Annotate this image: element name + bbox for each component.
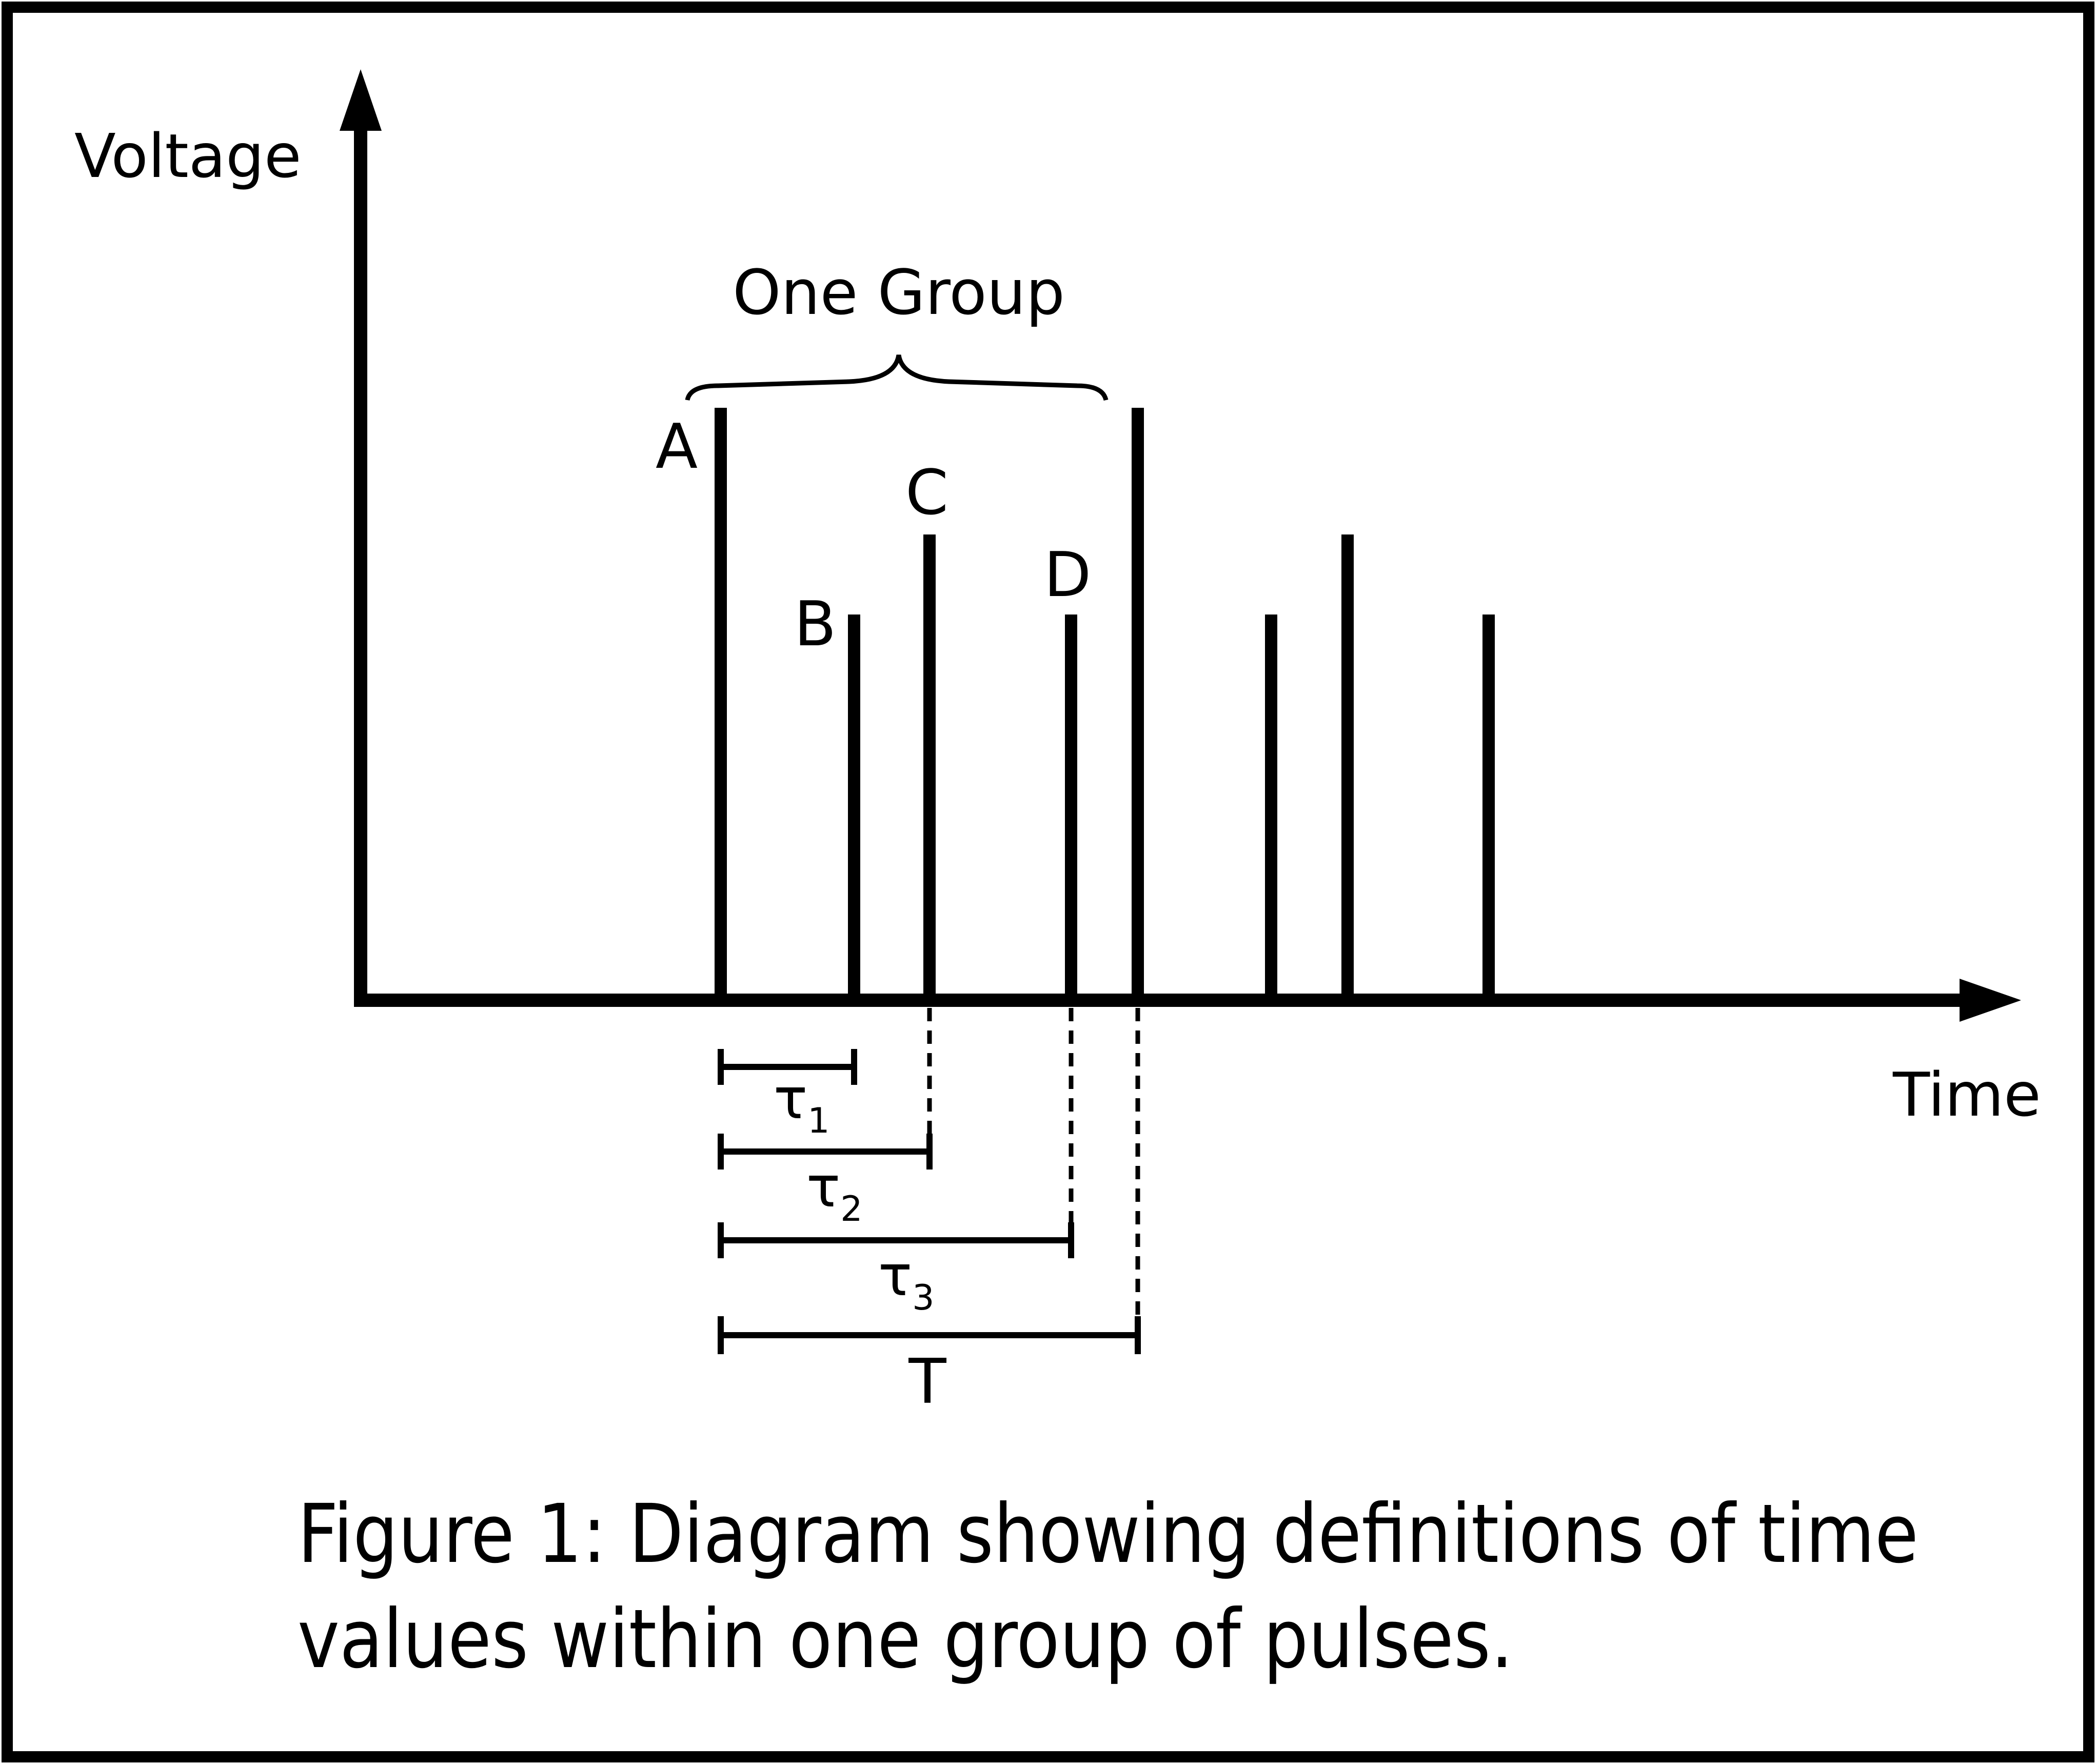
tau2-label: τ2	[806, 1154, 863, 1230]
y-axis-arrowhead	[340, 69, 382, 131]
tau1-label: τ1	[774, 1066, 830, 1141]
interval-period	[718, 1316, 1141, 1354]
period-label: T	[908, 1346, 946, 1418]
x-axis-arrowhead	[1960, 979, 2021, 1022]
caption-line-1: Figure 1: Diagram showing definitions of…	[298, 1487, 1919, 1581]
x-axis-label: Time	[1892, 1059, 2041, 1130]
interval-tau3	[718, 1222, 1074, 1258]
caption-line-2: values within one group of pulses.	[298, 1592, 1513, 1687]
interval-tau1	[718, 1049, 857, 1085]
tau3-label: τ3	[878, 1243, 935, 1318]
pulse-d-label: D	[1044, 540, 1091, 611]
y-axis-label: Voltage	[74, 121, 302, 191]
group-brace	[685, 354, 1109, 401]
pulse-a-label: A	[656, 411, 698, 483]
interval-tau2	[718, 1134, 933, 1170]
pulse-c-label: C	[905, 458, 948, 529]
pulse-b-label: B	[794, 589, 836, 660]
group-label: One Group	[733, 257, 1065, 329]
